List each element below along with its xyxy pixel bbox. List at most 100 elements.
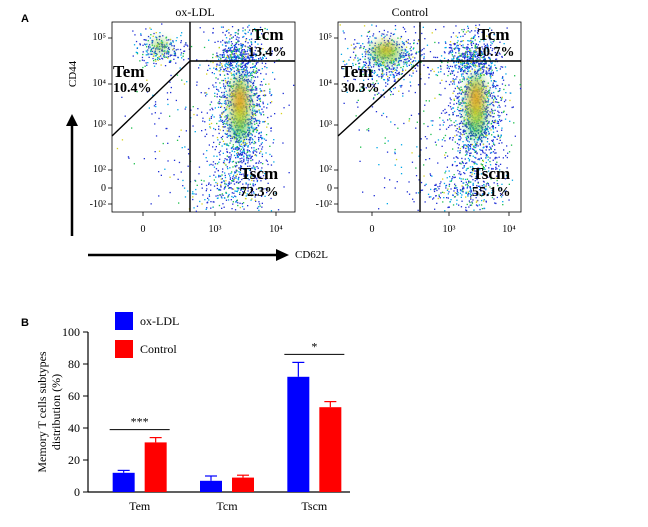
event-dot	[270, 115, 272, 117]
event-dot	[234, 147, 237, 149]
event-dot	[241, 55, 243, 57]
event-dot	[228, 95, 230, 97]
event-dot	[405, 53, 407, 55]
event-dot	[439, 183, 441, 185]
event-dot	[229, 82, 231, 85]
event-dot	[228, 129, 230, 131]
event-dot	[239, 68, 241, 71]
event-dot	[235, 59, 237, 61]
event-dot	[466, 119, 469, 121]
event-dot	[392, 60, 394, 62]
event-dot	[499, 53, 501, 55]
event-dot	[499, 106, 501, 108]
event-dot	[495, 58, 498, 60]
event-dot	[494, 109, 496, 111]
event-dot	[476, 65, 478, 67]
event-dot	[219, 87, 222, 89]
event-dot	[357, 59, 360, 61]
event-dot	[146, 64, 148, 66]
event-dot	[253, 185, 255, 187]
event-dot	[353, 47, 355, 49]
event-dot	[476, 178, 478, 181]
event-dot	[255, 128, 257, 131]
event-dot	[474, 156, 476, 159]
event-dot	[465, 144, 467, 146]
event-dot	[501, 34, 503, 36]
event-dot	[218, 204, 221, 207]
event-dot	[496, 183, 499, 185]
event-dot	[231, 125, 233, 127]
event-dot	[243, 175, 245, 177]
event-dot	[458, 82, 460, 84]
event-dot	[481, 53, 484, 55]
event-dot	[487, 122, 489, 124]
event-dot	[368, 89, 370, 92]
event-dot	[464, 53, 466, 55]
event-dot	[465, 206, 467, 209]
event-dot	[371, 70, 373, 73]
event-dot	[485, 106, 488, 108]
event-dot	[495, 98, 498, 100]
event-dot	[478, 56, 480, 59]
event-dot	[249, 138, 251, 140]
event-dot	[206, 160, 208, 162]
event-dot	[486, 72, 488, 75]
event-dot	[221, 178, 223, 180]
event-dot	[505, 92, 507, 94]
event-dot	[452, 92, 454, 94]
event-dot	[235, 78, 237, 80]
event-dot	[147, 49, 149, 51]
event-dot	[483, 80, 485, 82]
event-dot	[368, 59, 370, 61]
event-dot	[488, 143, 490, 145]
event-dot	[255, 104, 257, 107]
event-dot	[214, 171, 216, 173]
event-dot	[219, 74, 221, 76]
event-dot	[258, 110, 260, 112]
event-dot	[249, 109, 251, 111]
event-dot	[242, 183, 244, 185]
event-dot	[465, 102, 467, 104]
event-dot	[452, 148, 454, 150]
event-dot	[226, 143, 228, 145]
event-dot	[389, 37, 391, 40]
event-dot	[249, 59, 251, 61]
event-dot	[258, 103, 260, 105]
event-dot	[215, 82, 217, 84]
event-dot	[234, 46, 236, 49]
event-dot	[464, 96, 466, 98]
event-dot	[491, 42, 493, 45]
event-dot	[239, 152, 242, 154]
event-dot	[208, 39, 210, 41]
event-dot	[491, 112, 493, 114]
event-dot	[472, 148, 474, 150]
event-dot	[445, 42, 447, 44]
event-dot	[481, 53, 483, 55]
event-dot	[247, 177, 249, 180]
event-dot	[248, 114, 250, 116]
event-dot	[462, 108, 464, 111]
event-dot	[213, 86, 215, 88]
event-dot	[237, 178, 240, 180]
event-dot	[461, 29, 463, 31]
event-dot	[367, 66, 369, 68]
event-dot	[270, 164, 273, 166]
event-dot	[402, 69, 404, 72]
event-dot	[465, 86, 467, 88]
event-dot	[256, 99, 258, 101]
event-dot	[179, 48, 182, 51]
event-dot	[168, 48, 170, 51]
event-dot	[482, 193, 484, 196]
event-dot	[283, 107, 285, 109]
event-dot	[462, 187, 464, 190]
event-dot	[441, 191, 444, 193]
event-dot	[222, 121, 225, 123]
event-dot	[237, 70, 239, 72]
event-dot	[135, 51, 137, 53]
event-dot	[359, 160, 361, 162]
event-dot	[487, 183, 489, 185]
event-dot	[173, 174, 175, 176]
event-dot	[210, 201, 212, 203]
event-dot	[474, 192, 476, 195]
event-dot	[249, 58, 251, 60]
